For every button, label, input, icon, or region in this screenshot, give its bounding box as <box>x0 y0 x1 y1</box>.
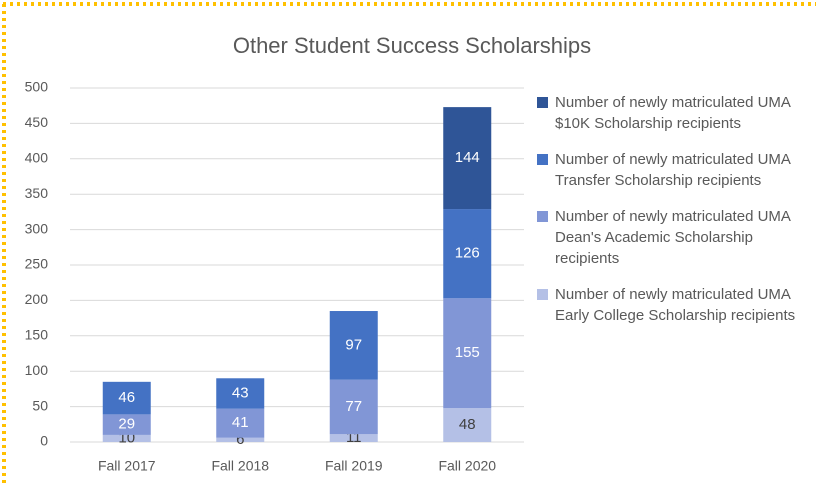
data-label: 144 <box>455 149 480 166</box>
data-label: 41 <box>232 414 249 431</box>
data-label: 77 <box>345 398 362 415</box>
y-tick-label: 100 <box>25 362 49 378</box>
y-tick-label: 400 <box>25 150 49 166</box>
x-tick-label: Fall 2018 <box>211 458 269 474</box>
bar-segment <box>329 434 378 442</box>
data-label: 43 <box>232 384 249 401</box>
bar-segment <box>443 107 492 210</box>
y-tick-label: 450 <box>25 114 49 130</box>
legend-entry: Number of newly matriculated UMA Dean's … <box>537 206 797 269</box>
bar-segment <box>216 437 265 442</box>
legend-entry: Number of newly matriculated UMA Transfe… <box>537 149 797 191</box>
bar-segment <box>102 414 151 435</box>
data-label: 126 <box>455 245 480 262</box>
bar-segment <box>102 381 151 415</box>
y-tick-label: 500 <box>25 79 49 95</box>
data-label: 46 <box>118 389 135 406</box>
x-tick-label: Fall 2019 <box>325 458 383 474</box>
data-label: 48 <box>459 416 476 433</box>
bar-segment <box>443 298 492 409</box>
y-tick-label: 200 <box>25 291 49 307</box>
y-tick-label: 0 <box>40 433 48 449</box>
bar-segment <box>216 408 265 438</box>
bar-segment <box>102 434 151 442</box>
legend: Number of newly matriculated UMA $10K Sc… <box>537 92 797 341</box>
y-tick-label: 300 <box>25 220 49 236</box>
data-label: 29 <box>118 416 135 433</box>
y-tick-label: 50 <box>32 397 48 413</box>
legend-swatch <box>537 97 548 108</box>
y-tick-label: 150 <box>25 327 49 343</box>
x-tick-label: Fall 2017 <box>98 458 156 474</box>
x-tick-label: Fall 2020 <box>438 458 496 474</box>
y-tick-label: 350 <box>25 185 49 201</box>
chart-title: Other Student Success Scholarships <box>233 33 591 58</box>
y-tick-label: 250 <box>25 256 49 272</box>
legend-label: Number of newly matriculated UMA Dean's … <box>555 208 791 267</box>
legend-entry: Number of newly matriculated UMA $10K Sc… <box>537 92 797 134</box>
legend-swatch <box>537 211 548 222</box>
legend-swatch <box>537 289 548 300</box>
legend-label: Number of newly matriculated UMA $10K Sc… <box>555 94 791 132</box>
bar-segment <box>329 311 378 380</box>
bar-segment <box>216 378 265 409</box>
legend-entry: Number of newly matriculated UMA Early C… <box>537 284 797 326</box>
bar-segment <box>329 379 378 435</box>
data-label: 155 <box>455 344 480 361</box>
legend-swatch <box>537 154 548 165</box>
data-label: 6 <box>236 431 244 448</box>
legend-label: Number of newly matriculated UMA Transfe… <box>555 151 791 189</box>
bar-segment <box>443 408 492 442</box>
data-label: 97 <box>345 336 362 353</box>
bar-segment <box>443 209 492 299</box>
legend-label: Number of newly matriculated UMA Early C… <box>555 286 796 324</box>
